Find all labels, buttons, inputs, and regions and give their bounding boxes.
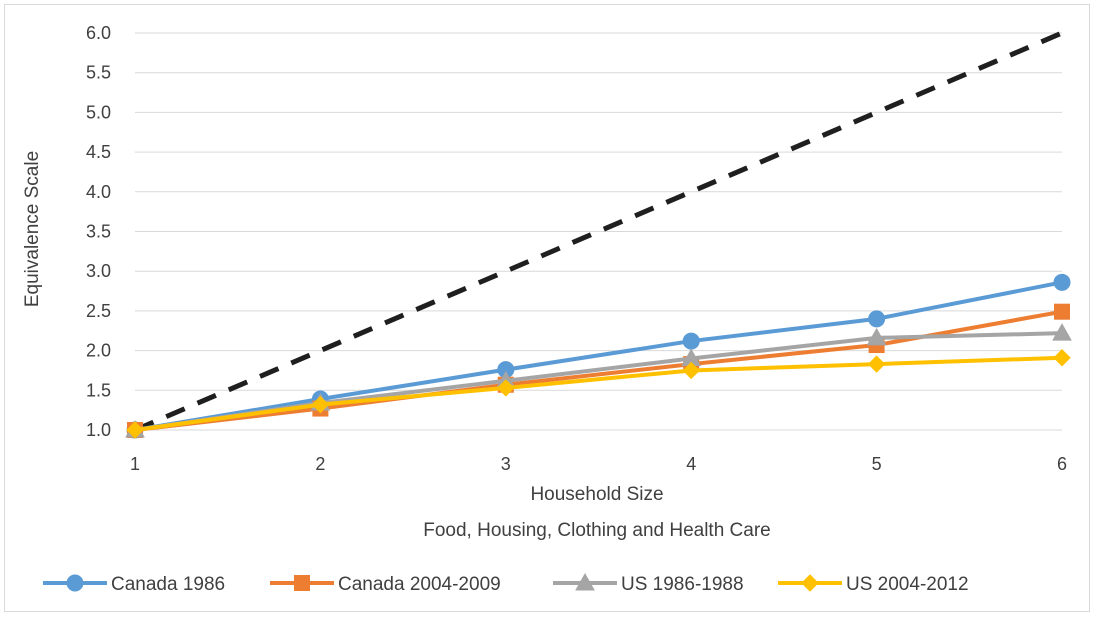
- y-tick-label: 2.0: [86, 341, 111, 361]
- y-tick-label: 6.0: [86, 23, 111, 43]
- data-point: [497, 379, 515, 397]
- legend-label: Canada 2004-2009: [338, 574, 501, 595]
- x-axis-ticks: 1 2 3 4 5 6: [130, 454, 1067, 474]
- data-point: [126, 421, 144, 439]
- y-tick-label: 3.0: [86, 261, 111, 281]
- x-tick-label: 2: [315, 454, 325, 474]
- line-chart: 1.0 1.5 2.0 2.5 3.0 3.5 4.0 4.5 5.0 5.5 6.0 1 2 3 4 5 6…: [22, 23, 1072, 595]
- data-point: [311, 395, 330, 414]
- legend-item: Canada 2004-2009: [270, 574, 501, 595]
- legend-marker: [66, 574, 84, 592]
- x-tick-label: 3: [501, 454, 511, 474]
- x-tick-label: 1: [130, 454, 140, 474]
- x-axis-title: Household Size: [530, 484, 663, 505]
- x-tick-label: 5: [872, 454, 882, 474]
- data-point: [1054, 303, 1070, 320]
- data-point: [868, 310, 886, 328]
- data-point: [682, 332, 700, 350]
- y-tick-label: 5.0: [86, 102, 111, 122]
- y-tick-label: 4.5: [86, 142, 111, 162]
- legend-item: US 1986-1988: [553, 572, 744, 595]
- y-tick-label: 1.5: [86, 380, 111, 400]
- legend: Canada 1986 Canada 2004-2009 US 1986-1988 U…: [43, 572, 969, 595]
- series-line: [134, 309, 1063, 432]
- data-point: [682, 361, 700, 380]
- x-tick-label: 4: [686, 454, 696, 474]
- series-lines: [125, 273, 1072, 439]
- legend-label: US 2004-2012: [846, 574, 969, 595]
- y-tick-label: 2.5: [86, 301, 111, 321]
- y-tick-label: 3.5: [86, 222, 111, 242]
- legend-item: Canada 1986: [43, 574, 225, 595]
- legend-marker: [575, 572, 595, 591]
- series-3: [126, 349, 1071, 439]
- series-line: [134, 355, 1063, 432]
- data-point: [1052, 323, 1072, 341]
- legend-item: US 2004-2012: [778, 574, 969, 595]
- legend-marker: [294, 575, 310, 591]
- gridlines: [135, 32, 1062, 431]
- data-point: [1053, 349, 1071, 367]
- y-tick-label: 1.0: [86, 420, 111, 440]
- legend-label: Canada 1986: [111, 574, 225, 595]
- data-point: [1053, 273, 1071, 291]
- data-point: [866, 327, 887, 346]
- y-tick-label: 4.0: [86, 182, 111, 202]
- x-axis-subtitle: Food, Housing, Clothing and Health Care: [423, 520, 770, 541]
- chart-area: 1.0 1.5 2.0 2.5 3.0 3.5 4.0 4.5 5.0 5.5 6.0 1 2 3 4 5 6…: [4, 4, 1090, 612]
- legend-label: US 1986-1988: [621, 574, 744, 595]
- legend-marker: [801, 574, 819, 592]
- y-axis-ticks: 1.0 1.5 2.0 2.5 3.0 3.5 4.0 4.5 5.0 5.5 6.0: [86, 23, 111, 440]
- data-point: [867, 355, 886, 373]
- series-line: [134, 280, 1063, 432]
- y-axis-title: Equivalence Scale: [22, 151, 43, 307]
- y-tick-label: 5.5: [86, 63, 111, 83]
- x-tick-label: 6: [1057, 454, 1067, 474]
